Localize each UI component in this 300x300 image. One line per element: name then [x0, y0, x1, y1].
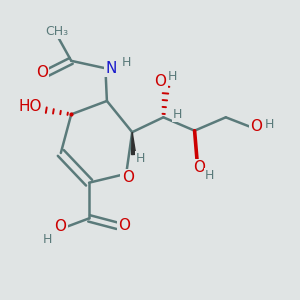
- Text: H: H: [265, 118, 274, 131]
- Text: H: H: [122, 56, 131, 69]
- Text: O: O: [122, 170, 134, 185]
- Text: O: O: [36, 65, 48, 80]
- Text: N: N: [106, 61, 117, 76]
- Text: O: O: [55, 219, 67, 234]
- Text: O: O: [193, 160, 205, 175]
- Text: H: H: [43, 233, 52, 246]
- Text: H: H: [205, 169, 214, 182]
- Text: O: O: [154, 74, 166, 89]
- Text: O: O: [118, 218, 130, 233]
- Text: H: H: [136, 152, 145, 165]
- Text: O: O: [250, 119, 262, 134]
- Polygon shape: [132, 132, 136, 154]
- Text: H: H: [173, 108, 182, 121]
- Text: HO: HO: [19, 99, 42, 114]
- Text: CH₃: CH₃: [45, 25, 68, 38]
- Text: H: H: [168, 70, 177, 83]
